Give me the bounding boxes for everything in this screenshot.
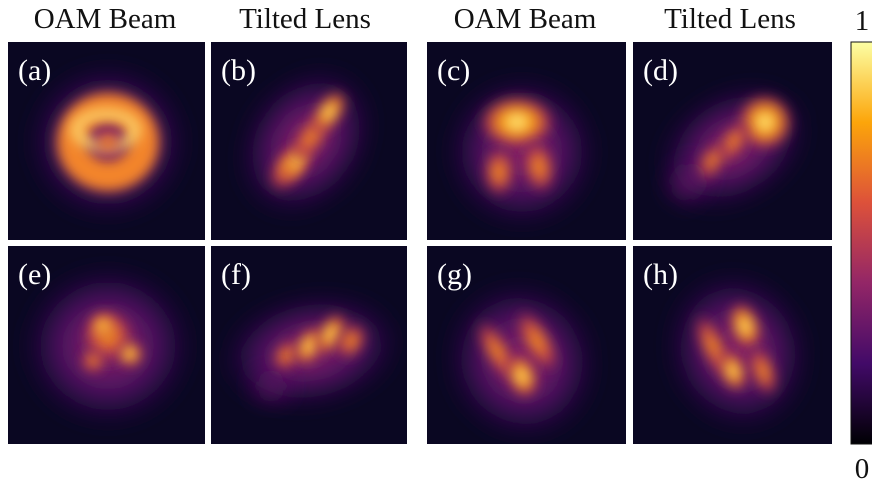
panel: (e) <box>8 246 205 444</box>
panel: (h) <box>633 246 832 450</box>
column-header: Tilted Lens <box>239 3 371 35</box>
colorbar <box>851 42 872 444</box>
intensity-lobe <box>93 127 123 157</box>
panel-label: (g) <box>437 258 472 291</box>
panel: (c) <box>427 42 626 240</box>
panel-label: (f) <box>221 258 251 291</box>
panel-label: (b) <box>221 54 256 87</box>
panel: (b) <box>211 42 407 242</box>
panel-label: (a) <box>18 54 51 87</box>
colorbar-max: 1 <box>855 5 870 37</box>
column-header: Tilted Lens <box>664 3 796 35</box>
intensity-lobe <box>481 144 517 200</box>
panel: (a) <box>8 42 205 240</box>
panel: (f) <box>211 246 409 444</box>
intensity-pattern <box>28 64 188 220</box>
panel-label: (c) <box>437 54 470 87</box>
panel-label: (e) <box>18 258 51 291</box>
colorbar-min: 0 <box>855 453 870 485</box>
figure: 1 0 OAM Beam Tilted Lens OAM Beam Tilted Le… <box>0 0 872 488</box>
panel: (g) <box>420 246 626 465</box>
intensity-lobe <box>251 370 291 402</box>
column-header: OAM Beam <box>34 3 177 35</box>
panel-label: (d) <box>643 54 678 87</box>
intensity-lobe <box>89 312 117 340</box>
panel-label: (h) <box>643 258 678 291</box>
intensity-lobe <box>79 347 107 375</box>
page: 1 0 OAM Beam Tilted Lens OAM Beam Tilted Le… <box>0 0 872 488</box>
intensity-lobe <box>116 340 144 368</box>
panel: (d) <box>633 42 832 240</box>
intensity-pattern <box>447 77 597 227</box>
column-header: OAM Beam <box>454 3 597 35</box>
